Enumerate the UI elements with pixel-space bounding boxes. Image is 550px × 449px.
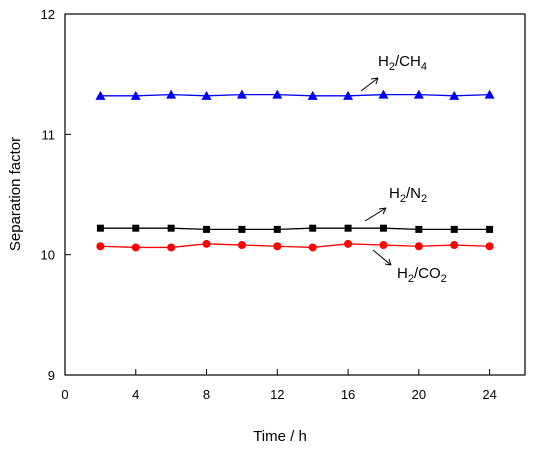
series-label-sub: 2 bbox=[421, 193, 427, 205]
data-point bbox=[309, 224, 317, 232]
y-tick-label: 12 bbox=[41, 7, 55, 22]
data-point bbox=[96, 242, 105, 251]
data-point bbox=[484, 89, 495, 99]
data-point bbox=[95, 90, 106, 100]
data-point bbox=[236, 89, 247, 99]
data-point bbox=[203, 225, 211, 233]
arrow-h2-co2 bbox=[372, 249, 392, 266]
data-point bbox=[343, 90, 354, 100]
svg-text:H2/N2: H2/N2 bbox=[389, 185, 427, 205]
svg-text:H2/CH4: H2/CH4 bbox=[378, 53, 427, 73]
label-h2-co2: H2/CO2 bbox=[372, 249, 447, 285]
data-point bbox=[344, 239, 353, 248]
data-point bbox=[167, 224, 175, 232]
data-point bbox=[201, 90, 212, 100]
series-label-sub: 2 bbox=[408, 273, 414, 285]
data-point bbox=[132, 224, 140, 232]
data-point bbox=[238, 225, 246, 233]
plot-frame bbox=[64, 13, 526, 376]
series-label-main: H bbox=[389, 185, 400, 202]
data-point bbox=[449, 90, 460, 100]
y-tick-label: 9 bbox=[48, 368, 55, 383]
data-point bbox=[131, 243, 140, 252]
series-label-mid: /CO bbox=[414, 265, 441, 282]
x-tick-label: 12 bbox=[270, 387, 284, 402]
x-tick-label: 0 bbox=[61, 387, 68, 402]
data-point bbox=[130, 90, 141, 100]
y-tick-label: 11 bbox=[42, 127, 56, 142]
data-point bbox=[237, 241, 246, 250]
data-point bbox=[415, 225, 423, 233]
svg-text:H2/CO2: H2/CO2 bbox=[397, 265, 447, 285]
series-line bbox=[100, 93, 490, 97]
y-tick-label: 10 bbox=[41, 248, 55, 263]
x-tick-label: 20 bbox=[412, 387, 426, 402]
series-line bbox=[100, 243, 490, 249]
x-tick-label: 24 bbox=[482, 387, 496, 402]
y-axis-title: Separation factor bbox=[7, 137, 24, 251]
data-point bbox=[202, 239, 211, 248]
series-label-main: H bbox=[397, 265, 408, 282]
arrow-h2-ch4 bbox=[360, 77, 379, 92]
x-tick-label: 8 bbox=[203, 387, 210, 402]
arrow-h2-n2 bbox=[364, 207, 387, 222]
data-point bbox=[308, 243, 317, 252]
series-label-main: H bbox=[378, 53, 389, 70]
data-point bbox=[272, 89, 283, 99]
data-point bbox=[486, 225, 494, 233]
data-point bbox=[378, 89, 389, 99]
x-tick-label: 16 bbox=[341, 387, 355, 402]
series-label-sub: 4 bbox=[421, 61, 427, 73]
data-point bbox=[414, 242, 423, 251]
series-markers bbox=[95, 89, 495, 252]
x-axis-title: Time / h bbox=[253, 428, 307, 445]
data-point bbox=[485, 242, 494, 251]
data-point bbox=[379, 241, 388, 250]
series-label-sub: 2 bbox=[400, 193, 406, 205]
arrowhead-h2-n2 bbox=[378, 207, 387, 215]
data-point bbox=[450, 241, 459, 250]
series-label-mid: /N bbox=[406, 185, 421, 202]
data-point bbox=[344, 224, 352, 232]
series-label-sub: 2 bbox=[389, 61, 395, 73]
data-point bbox=[96, 224, 104, 232]
series-label-sub: 2 bbox=[441, 273, 447, 285]
data-point bbox=[273, 242, 282, 251]
arrowhead-h2-ch4 bbox=[370, 77, 379, 85]
label-h2-n2: H2/N2 bbox=[364, 185, 427, 222]
data-point bbox=[167, 243, 176, 252]
data-point bbox=[379, 224, 387, 232]
series-label-mid: /CH bbox=[395, 53, 421, 70]
arrowhead-h2-co2 bbox=[384, 258, 392, 266]
data-point bbox=[273, 225, 281, 233]
data-point bbox=[166, 89, 177, 99]
label-h2-ch4: H2/CH4 bbox=[360, 53, 427, 92]
series-line bbox=[100, 227, 490, 231]
data-point bbox=[307, 90, 318, 100]
data-point bbox=[450, 225, 458, 233]
data-point bbox=[413, 89, 424, 99]
x-tick-label: 4 bbox=[132, 387, 139, 402]
series-lines bbox=[100, 93, 490, 249]
